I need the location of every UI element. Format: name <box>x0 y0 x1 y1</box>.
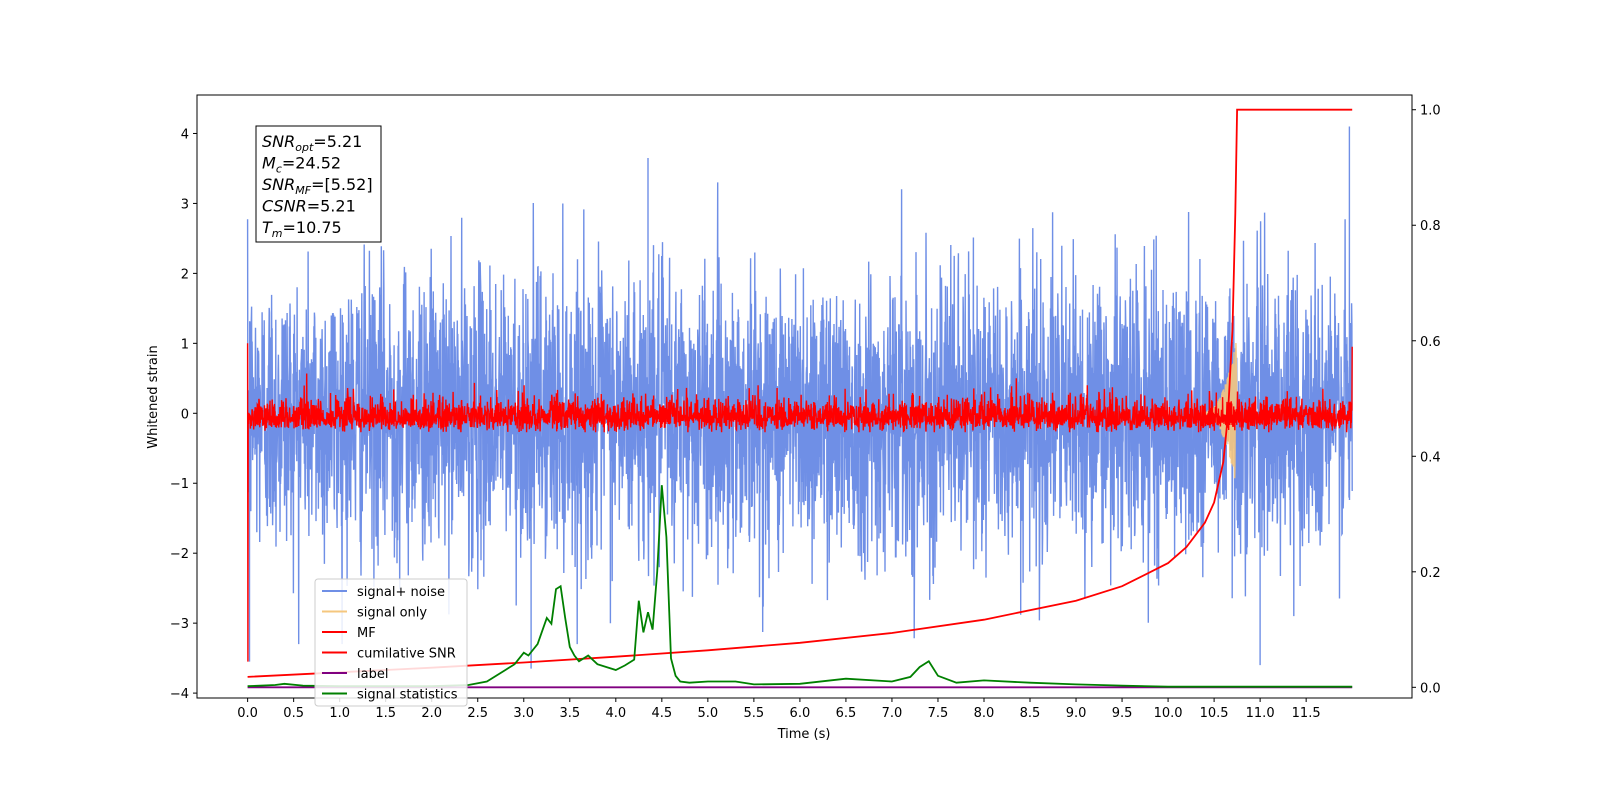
info-line: Mc=24.52 <box>262 154 341 176</box>
x-tick-label: 8.0 <box>974 706 995 721</box>
legend-frame <box>314 578 468 707</box>
info-line: Tm=10.75 <box>262 218 342 240</box>
x-tick-label: 1.0 <box>329 706 350 721</box>
x-tick-label: 0.0 <box>237 706 258 721</box>
info-line: CSNR=5.21 <box>262 197 356 216</box>
x-tick-label: 6.5 <box>836 706 857 721</box>
x-tick-label: 9.5 <box>1112 706 1133 721</box>
y-tick-label: −2 <box>170 547 189 562</box>
legend: signal+ noise signal only MF cumilative SNR… <box>314 578 468 707</box>
info-box: SNRopt=5.21Mc=24.52SNRMF=[5.52]CSNR=5.21… <box>255 125 382 243</box>
y2-tick-label: 1.0 <box>1420 104 1441 119</box>
x-tick-label: 10.0 <box>1154 706 1183 721</box>
x-tick-label: 6.0 <box>790 706 811 721</box>
x-tick-label: 3.5 <box>559 706 580 721</box>
series-mf <box>246 343 1353 662</box>
y2-tick-label: 0.2 <box>1420 566 1441 581</box>
y-tick-label: 1 <box>181 337 189 352</box>
y2-tick-label: 0.4 <box>1420 450 1441 465</box>
x-tick-label: 0.5 <box>283 706 304 721</box>
info-box-frame <box>255 125 382 243</box>
y-tick-label: 4 <box>181 127 189 142</box>
x-tick-label: 7.0 <box>882 706 903 721</box>
x-tick-label: 2.5 <box>467 706 488 721</box>
info-line: SNRopt=5.21 <box>262 132 362 154</box>
x-tick-label: 5.5 <box>744 706 765 721</box>
x-tick-label: 2.0 <box>421 706 442 721</box>
y2-tick-label: 0.0 <box>1420 681 1441 696</box>
x-tick-label: 11.0 <box>1246 706 1275 721</box>
y-axis-label: Whitened strain <box>146 345 161 448</box>
y2-tick-label: 0.8 <box>1420 219 1441 234</box>
x-tick-label: 4.0 <box>605 706 626 721</box>
x-tick-label: 9.0 <box>1066 706 1087 721</box>
series-cumilative-snr <box>247 108 1353 678</box>
x-tick-label: 3.0 <box>513 706 534 721</box>
y-axis-left: −4 −3 −2 −1 0 1 2 3 4 <box>170 127 197 702</box>
legend-label: label <box>357 667 388 682</box>
info-line: SNRMF=[5.52] <box>262 175 373 197</box>
plot-area <box>246 108 1353 689</box>
legend-label: cumilative SNR <box>357 647 456 662</box>
x-tick-label: 1.5 <box>375 706 396 721</box>
series-signal-noise <box>246 126 1353 669</box>
legend-label: signal statistics <box>357 688 458 703</box>
y-tick-label: −1 <box>170 477 189 492</box>
y-tick-label: 3 <box>181 197 189 212</box>
axes-frame <box>196 94 1413 699</box>
x-tick-label: 4.5 <box>651 706 672 721</box>
x-tick-label: 5.0 <box>698 706 719 721</box>
y-tick-label: 0 <box>181 407 189 422</box>
x-axis: 0.0 0.5 1.0 1.5 2.0 2.5 3.0 3.5 4.0 4.5 5.0 5.5 6.0 6… <box>237 698 1321 721</box>
x-axis-label: Time (s) <box>777 727 831 742</box>
y-tick-label: −4 <box>170 687 189 702</box>
x-tick-label: 10.5 <box>1200 706 1229 721</box>
series-signal-statistics <box>247 485 1353 688</box>
x-tick-label: 11.5 <box>1292 706 1321 721</box>
legend-label: MF <box>357 626 376 641</box>
x-tick-label: 7.5 <box>928 706 949 721</box>
y2-tick-label: 0.6 <box>1420 335 1441 350</box>
x-tick-label: 8.5 <box>1020 706 1041 721</box>
legend-label: signal+ noise <box>357 585 445 600</box>
y-tick-label: 2 <box>181 267 189 282</box>
legend-label: signal only <box>357 606 427 621</box>
y-axis-right: 0.0 0.2 0.4 0.6 0.8 1.0 <box>1412 104 1441 696</box>
y-tick-label: −3 <box>170 617 189 632</box>
